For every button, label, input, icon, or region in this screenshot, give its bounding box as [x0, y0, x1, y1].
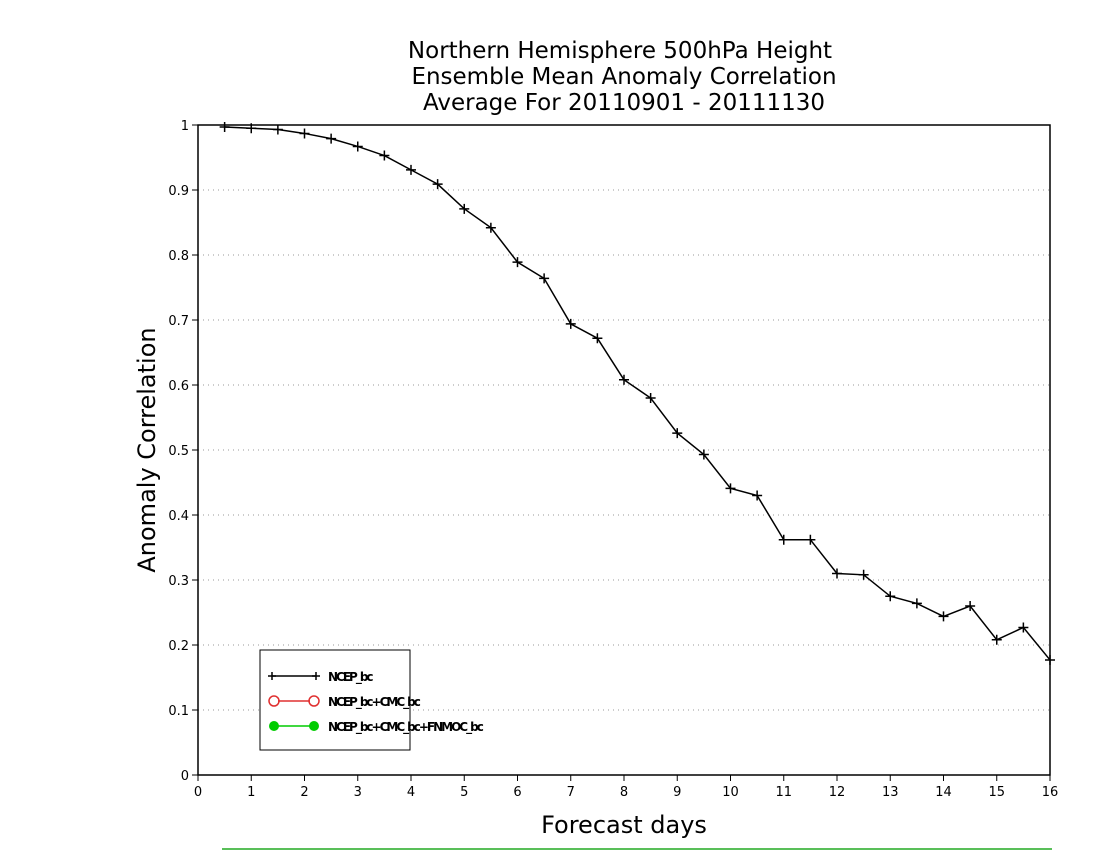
data-point-0-9 [459, 203, 470, 214]
data-point-0-19 [725, 483, 736, 494]
title-line-1: Northern Hemisphere 500hPa Height [408, 38, 832, 64]
x-tick-label-10: 10 [722, 785, 739, 800]
data-point-0-0 [219, 121, 230, 132]
y-tick-label-9: 0.9 [168, 184, 189, 199]
data-point-0-5 [352, 141, 363, 152]
legend-label-3: NCEP_bc+CMC_bc+FNMOC_bc [328, 720, 484, 735]
title-line-3: Average For 20110901 - 20111130 [423, 90, 825, 116]
y-tick-label-5: 0.5 [168, 444, 189, 459]
legend-marker-2b [308, 695, 320, 707]
data-point-0-8 [432, 179, 443, 190]
data-point-0-10 [485, 222, 496, 233]
x-tick-label-16: 16 [1042, 785, 1059, 800]
data-point-0-31 [1045, 654, 1055, 665]
x-tick-label-7: 7 [567, 785, 575, 800]
x-tick-label-0: 0 [194, 785, 202, 800]
y-tick-label-3: 0.3 [168, 574, 189, 589]
data-point-0-22 [805, 534, 816, 545]
legend: NCEP_bc NCEP_bc+CMC_bc NCEP_bc+CMC_bc+FN… [259, 649, 486, 751]
data-point-0-16 [645, 393, 656, 403]
data-point-0-3 [299, 128, 310, 139]
title-line-2: Ensemble Mean Anomaly Correlation [411, 64, 836, 90]
x-tick-label-6: 6 [513, 785, 521, 800]
x-tick-label-11: 11 [775, 785, 792, 800]
y-tick-label-8: 0.8 [168, 249, 189, 264]
data-point-0-7 [406, 164, 416, 175]
legend-marker-1 [268, 672, 320, 680]
x-tick-label-4: 4 [407, 785, 415, 800]
data-point-0-26 [911, 598, 922, 609]
legend-marker-3b [309, 721, 319, 731]
x-tick-label-13: 13 [882, 785, 899, 800]
legend-label-2: NCEP_bc+CMC_bc [328, 695, 421, 710]
data-point-0-21 [778, 534, 789, 545]
chart-title: Northern Hemisphere 500hPa Height Ensemb… [408, 38, 837, 116]
x-axis-title: Forecast days [541, 811, 707, 839]
data-point-0-25 [885, 591, 896, 602]
data-point-0-27 [938, 611, 949, 622]
data-point-0-12 [539, 273, 550, 284]
axis-ticks: 00.10.20.30.40.50.60.70.80.910 1 2 3 4 5 6 7 8 9 1… [168, 119, 1058, 800]
y-tick-label-6: 0.6 [168, 379, 189, 394]
data-point-0-28 [965, 601, 976, 611]
y-axis-title: Anomaly Correlation [133, 327, 161, 572]
data-point-0-4 [326, 133, 337, 144]
x-tick-label-5: 5 [460, 785, 468, 800]
x-tick-label-9: 9 [673, 785, 681, 800]
x-tick-label-3: 3 [354, 785, 362, 800]
x-tick-label-2: 2 [300, 785, 308, 800]
x-tick-label-14: 14 [935, 785, 952, 800]
y-tick-label-4: 0.4 [168, 509, 189, 524]
data-point-0-30 [1018, 622, 1029, 633]
data-point-0-1 [246, 123, 257, 134]
series-line-0 [224, 126, 1051, 661]
y-tick-label-2: 0.2 [168, 639, 189, 654]
data-point-0-11 [512, 257, 523, 268]
data-point-0-15 [619, 374, 629, 385]
y-tick-label-7: 0.7 [168, 314, 189, 329]
data-point-0-6 [379, 150, 390, 161]
legend-marker-3a [269, 721, 279, 731]
legend-label-1: NCEP_bc [328, 670, 373, 685]
x-tick-label-8: 8 [620, 785, 628, 800]
legend-marker-2a [268, 695, 280, 707]
x-tick-label-15: 15 [988, 785, 1005, 800]
grid-lines [198, 189, 1050, 711]
data-point-0-23 [832, 568, 842, 579]
data-point-0-18 [698, 449, 709, 460]
data-point-0-24 [858, 569, 869, 580]
data-point-0-29 [991, 634, 1002, 645]
x-tick-label-1: 1 [247, 785, 255, 800]
data-point-0-14 [592, 333, 603, 344]
data-point-0-20 [752, 490, 763, 501]
x-tick-label-12: 12 [829, 785, 846, 800]
y-tick-label-10: 1 [181, 119, 189, 134]
legend-box [259, 649, 411, 751]
data-point-0-2 [272, 124, 283, 135]
series-layer [219, 121, 1055, 665]
data-point-0-17 [672, 428, 683, 439]
data-point-0-13 [565, 318, 576, 329]
y-tick-label-1: 0.1 [168, 704, 189, 719]
y-tick-label-0: 0 [181, 769, 189, 784]
